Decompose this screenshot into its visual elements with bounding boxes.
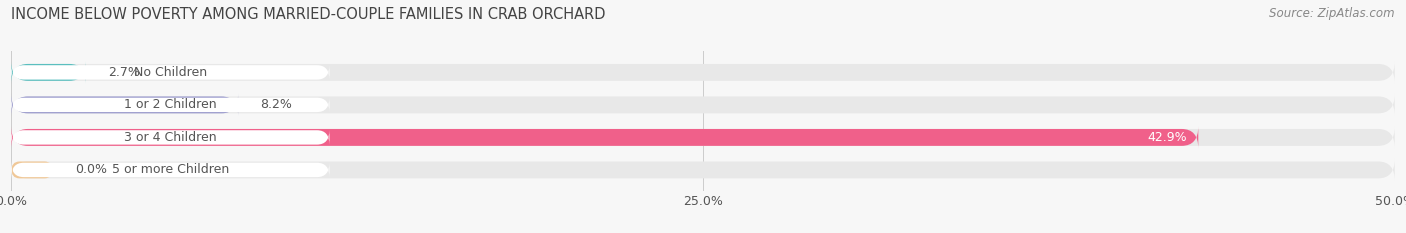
Text: 5 or more Children: 5 or more Children — [111, 163, 229, 176]
Text: 0.0%: 0.0% — [75, 163, 107, 176]
Text: No Children: No Children — [134, 66, 207, 79]
Text: 2.7%: 2.7% — [108, 66, 141, 79]
Text: 8.2%: 8.2% — [260, 98, 292, 111]
FancyBboxPatch shape — [11, 162, 329, 177]
FancyBboxPatch shape — [11, 126, 1395, 148]
FancyBboxPatch shape — [11, 130, 329, 145]
FancyBboxPatch shape — [11, 61, 86, 83]
FancyBboxPatch shape — [11, 159, 1395, 181]
Text: 1 or 2 Children: 1 or 2 Children — [124, 98, 217, 111]
FancyBboxPatch shape — [11, 94, 1395, 116]
Text: 42.9%: 42.9% — [1147, 131, 1187, 144]
FancyBboxPatch shape — [11, 61, 1395, 83]
FancyBboxPatch shape — [11, 126, 1198, 148]
FancyBboxPatch shape — [11, 94, 238, 116]
FancyBboxPatch shape — [11, 161, 53, 178]
Text: INCOME BELOW POVERTY AMONG MARRIED-COUPLE FAMILIES IN CRAB ORCHARD: INCOME BELOW POVERTY AMONG MARRIED-COUPL… — [11, 7, 606, 22]
FancyBboxPatch shape — [11, 97, 329, 112]
FancyBboxPatch shape — [11, 65, 329, 80]
Text: Source: ZipAtlas.com: Source: ZipAtlas.com — [1270, 7, 1395, 20]
Text: 3 or 4 Children: 3 or 4 Children — [124, 131, 217, 144]
